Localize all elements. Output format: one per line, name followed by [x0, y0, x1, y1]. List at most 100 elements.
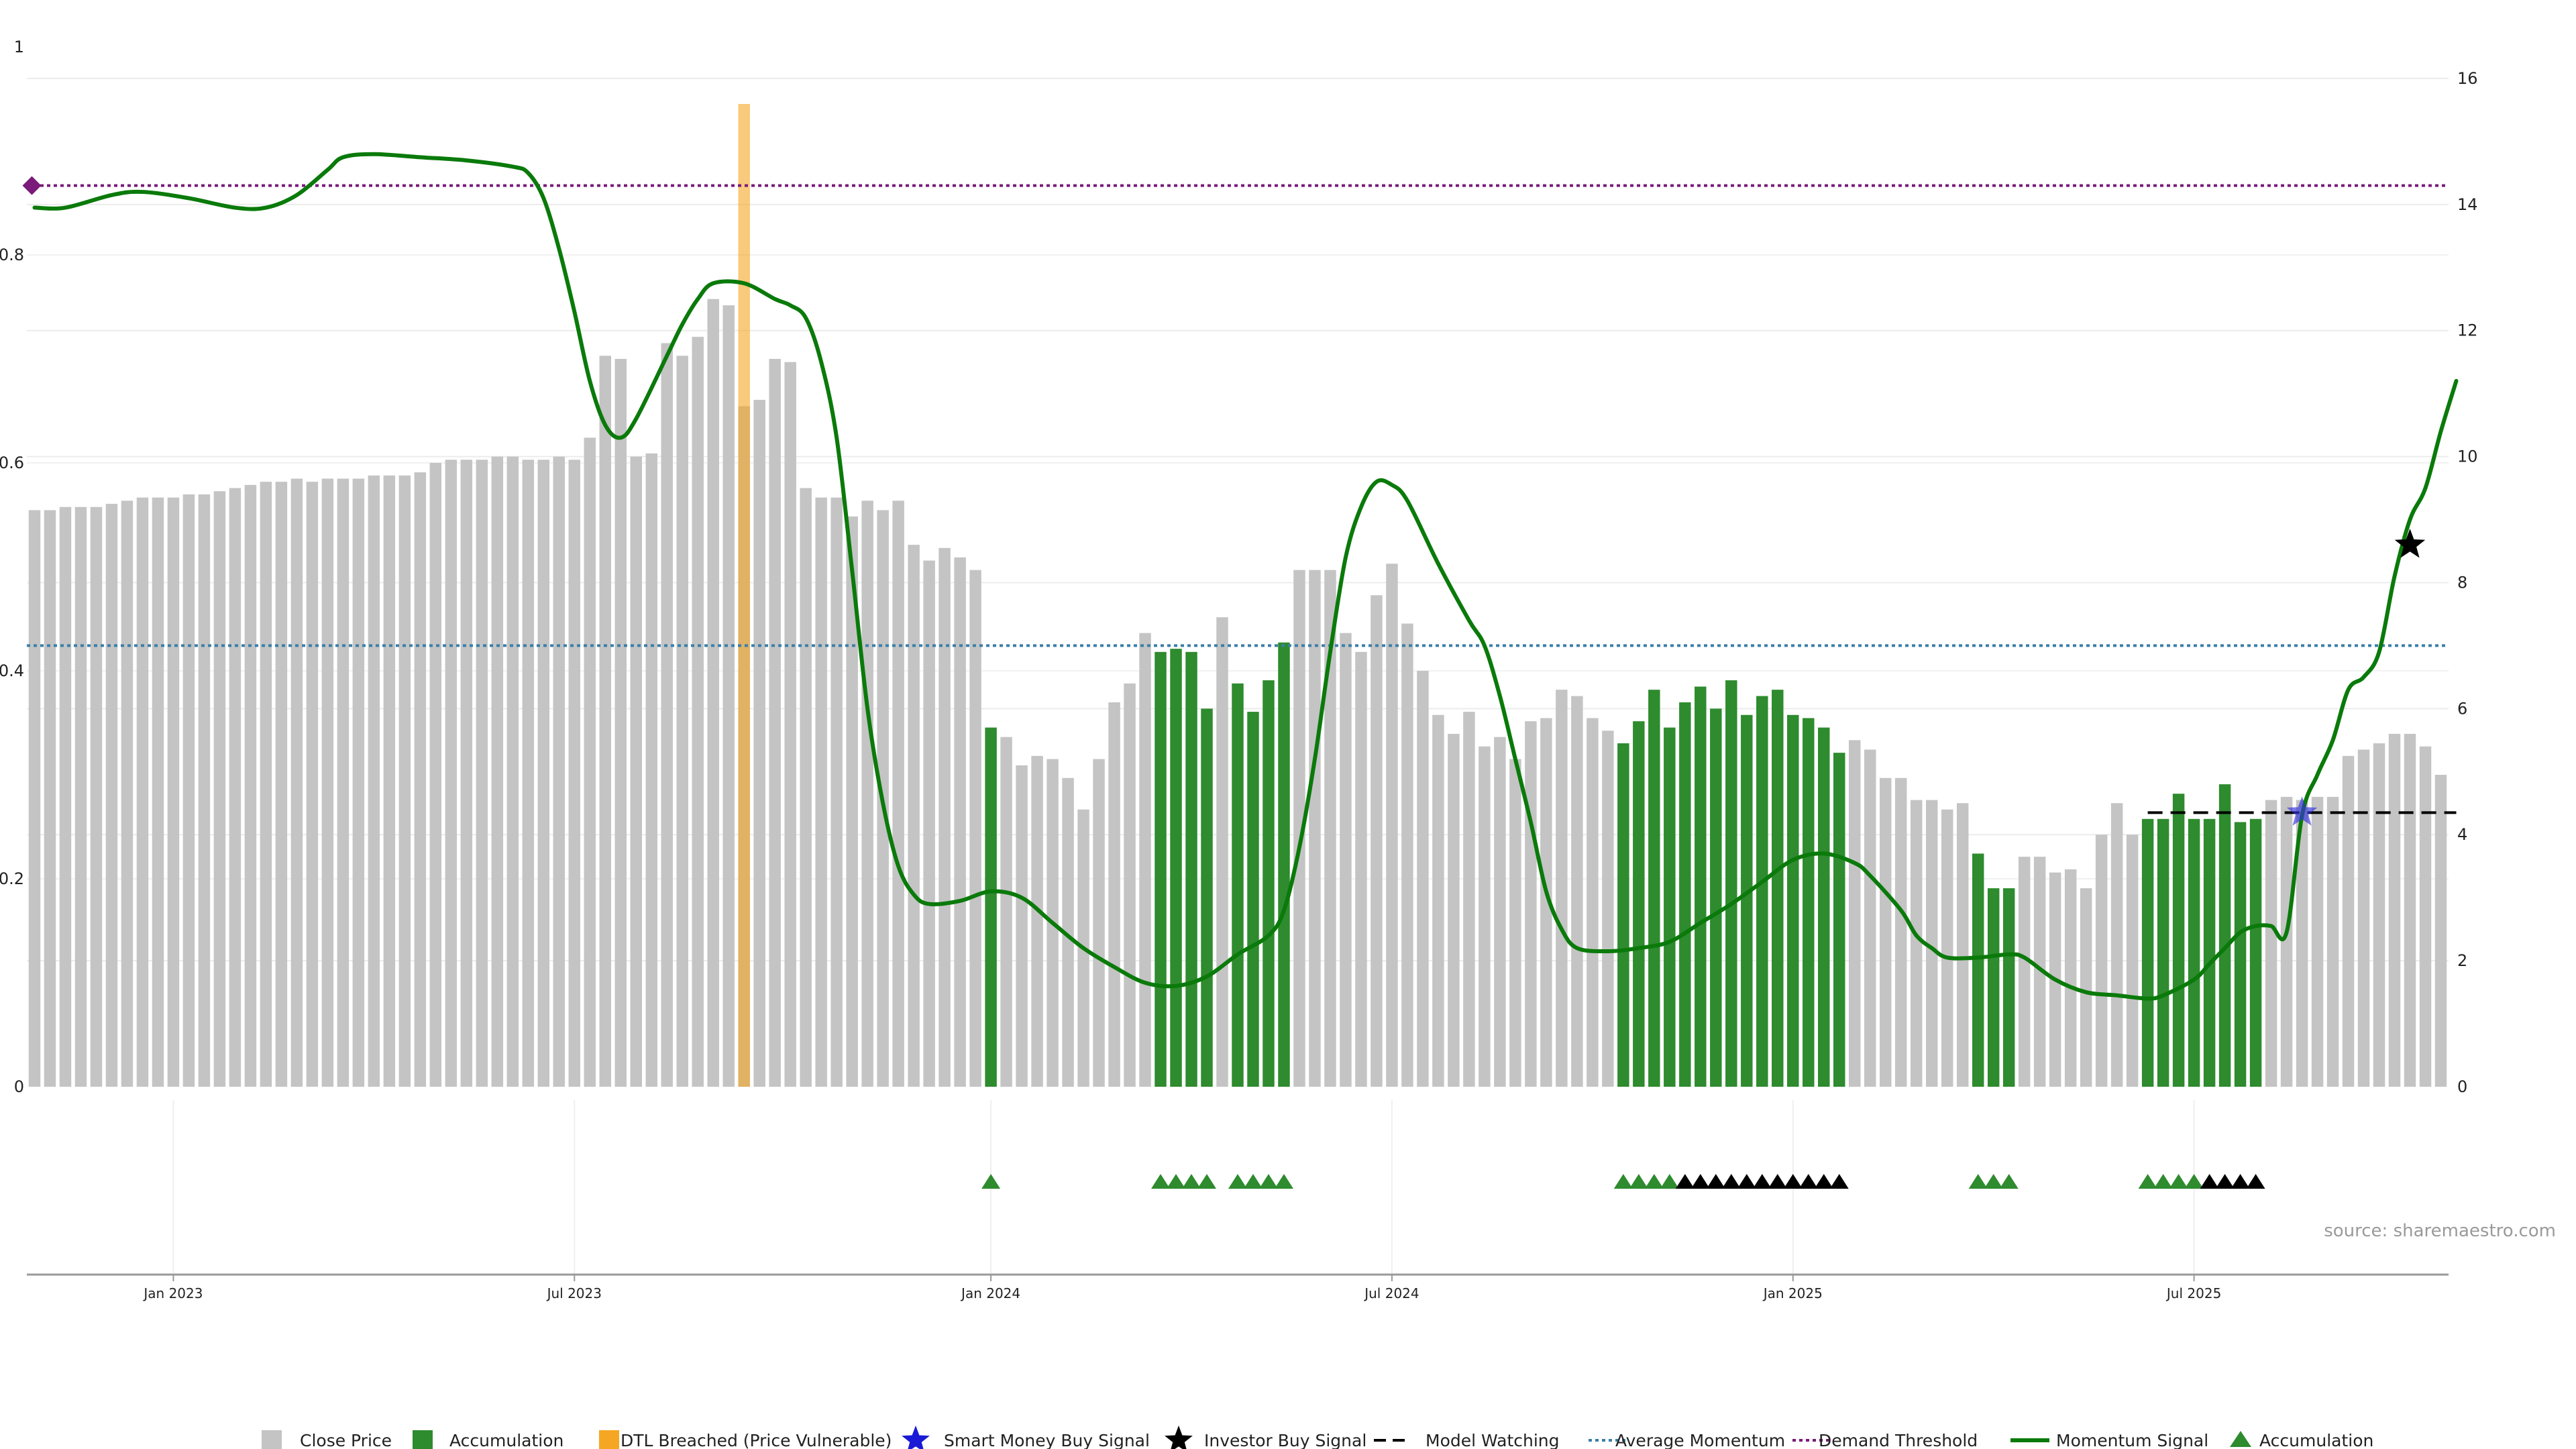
accumulation-marker-icon	[1197, 1174, 1217, 1189]
close-price-bar	[1062, 777, 1074, 1087]
accumulation-marker-icon	[1660, 1174, 1679, 1189]
accumulation-marker-icon	[1644, 1174, 1664, 1189]
close-price-bar	[136, 497, 149, 1087]
star-icon	[902, 1426, 930, 1449]
investor-marker-icon	[1783, 1174, 1803, 1189]
accumulation-bar	[1818, 727, 1830, 1087]
legend-swatch	[413, 1430, 433, 1449]
close-price-bar	[182, 494, 195, 1087]
legend-label: Average Momentum	[1615, 1431, 1785, 1449]
close-price-bar	[260, 482, 272, 1087]
accumulation-bar	[1664, 727, 1676, 1087]
smart-money-buy-signal-icon	[2286, 796, 2318, 826]
x-axis-tick-label: Jul 2025	[2165, 1285, 2221, 1301]
close-price-bar	[2311, 796, 2324, 1087]
close-price-bar	[2419, 746, 2432, 1087]
close-price-bar	[614, 359, 627, 1087]
close-price-bar	[1324, 570, 1336, 1087]
close-price-bar	[892, 500, 904, 1087]
right-axis-tick-label: 12	[2457, 321, 2478, 340]
close-price-bar	[383, 475, 396, 1087]
close-price-bar	[2342, 755, 2355, 1087]
close-price-bar	[537, 460, 550, 1087]
close-price-bar	[2033, 857, 2046, 1087]
accumulation-bar	[1201, 708, 1213, 1087]
close-price-bar	[908, 545, 920, 1087]
legend-label: Investor Buy Signal	[1204, 1431, 1366, 1449]
close-price-bar	[568, 460, 581, 1087]
close-price-bar	[1401, 623, 1413, 1087]
momentum-signal-line	[32, 152, 2459, 1001]
close-price-bar	[1910, 800, 1923, 1087]
accumulation-marker-icon	[2184, 1174, 2204, 1189]
dtl-breached-bars	[738, 104, 750, 1087]
star-icon	[1165, 1426, 1193, 1449]
accumulation-bar	[1232, 683, 1244, 1087]
legend-item-smart-money: Smart Money Buy Signal	[902, 1426, 1150, 1449]
accumulation-marker-icon	[1151, 1174, 1171, 1189]
close-price-bar	[753, 400, 765, 1087]
close-price-bar	[152, 497, 164, 1087]
close-price-bar	[522, 460, 535, 1087]
investor-marker-icon	[1690, 1174, 1710, 1189]
investor-marker-icon	[1675, 1174, 1695, 1189]
close-price-bar	[830, 497, 843, 1087]
legend-item-momentum: Momentum Signal	[2010, 1431, 2208, 1449]
close-price-bar	[769, 359, 781, 1087]
accumulation-marker-icon	[1258, 1174, 1278, 1189]
close-price-bar	[1509, 759, 1521, 1087]
close-price-bar	[861, 500, 873, 1087]
close-price-bar	[707, 299, 719, 1087]
signal-markers	[22, 176, 2426, 826]
left-axis-tick-label: 0.4	[0, 661, 24, 680]
accumulation-bar	[1710, 708, 1722, 1087]
close-price-bar	[121, 500, 133, 1087]
accumulation-marker-icon	[981, 1174, 1001, 1189]
close-price-bar	[2296, 800, 2308, 1087]
right-axis-tick-label: 16	[2457, 69, 2478, 88]
accumulation-bar	[1185, 651, 1197, 1087]
accumulation-bar	[1987, 888, 2000, 1087]
lower-signal-panel	[981, 1174, 2265, 1189]
close-price-bar	[938, 547, 951, 1087]
close-price-bar	[630, 456, 642, 1087]
close-price-bar	[676, 356, 688, 1087]
accumulation-marker-icon	[2169, 1174, 2188, 1189]
close-price-bar	[460, 460, 473, 1087]
close-price-bar	[506, 456, 519, 1087]
accumulation-bar	[1648, 690, 1660, 1087]
right-axis-tick-label: 10	[2457, 447, 2478, 466]
legend-label: Close Price	[300, 1431, 392, 1449]
close-price-bar	[1293, 570, 1305, 1087]
accumulation-marker-icon	[2153, 1174, 2173, 1189]
accumulation-bar	[1679, 702, 1691, 1087]
accumulation-bar	[2172, 794, 2185, 1087]
accumulation-bar	[1247, 712, 1259, 1087]
close-price-bar	[1139, 633, 1151, 1087]
close-price-bar	[1448, 733, 1460, 1087]
legend-label: Smart Money Buy Signal	[944, 1431, 1150, 1449]
legend-item-accumulation-marker: Accumulation	[2230, 1431, 2373, 1449]
investor-marker-icon	[1768, 1174, 1787, 1189]
x-axis-tick-label: Jan 2023	[142, 1285, 203, 1301]
close-price-bars	[28, 299, 2447, 1087]
accumulation-bar	[2203, 818, 2216, 1087]
accumulation-marker-icon	[1228, 1174, 1247, 1189]
legend-item-average-momentum: Average Momentum	[1589, 1431, 1785, 1449]
close-price-bar	[1864, 749, 1876, 1087]
accumulation-marker-icon	[1629, 1174, 1648, 1189]
close-price-bar	[352, 478, 365, 1087]
legend-item-dtl: DTL Breached (Price Vulnerable)	[599, 1430, 892, 1449]
close-price-bar	[2265, 800, 2277, 1087]
accumulation-bar	[1695, 686, 1707, 1087]
legend-label: Model Watching	[1426, 1431, 1560, 1449]
close-price-bar	[645, 453, 657, 1087]
investor-marker-icon	[1706, 1174, 1725, 1189]
investor-marker-icon	[1737, 1174, 1756, 1189]
investor-marker-icon	[1752, 1174, 1772, 1189]
close-price-bar	[2326, 796, 2339, 1087]
accumulation-bar	[1833, 753, 1845, 1087]
close-price-bar	[2434, 775, 2447, 1087]
close-price-bar	[661, 343, 673, 1087]
close-price-bar	[429, 463, 442, 1087]
